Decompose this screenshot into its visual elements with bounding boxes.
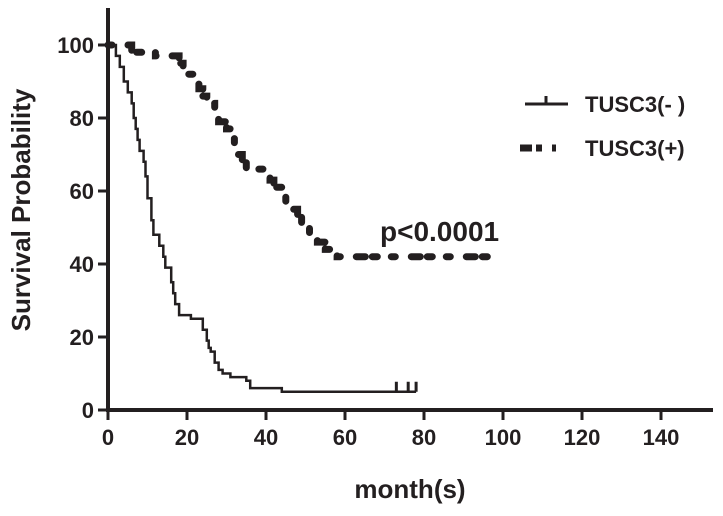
y-tick-label: 100 (57, 33, 94, 58)
y-ticks: 0 20 40 60 80 100 (57, 33, 108, 423)
x-tick-label: 60 (333, 425, 357, 450)
y-tick-label: 40 (70, 252, 94, 277)
legend-item-tusc3-negative: TUSC3(- ) (525, 92, 685, 117)
x-axis-label: month(s) (354, 474, 465, 504)
legend: TUSC3(- ) TUSC3(+) (520, 92, 685, 161)
series-line-tusc3-positive (104, 41, 495, 261)
x-tick-label: 120 (564, 425, 601, 450)
x-tick-label: 140 (643, 425, 680, 450)
x-tick-label: 100 (485, 425, 522, 450)
y-tick-label: 80 (70, 106, 94, 131)
axes: 0 20 40 60 80 100 120 140 0 20 40 60 80 100 (57, 8, 713, 450)
y-tick-label: 0 (82, 398, 94, 423)
x-tick-label: 40 (254, 425, 278, 450)
y-tick-label: 60 (70, 179, 94, 204)
x-tick-label: 20 (175, 425, 199, 450)
x-tick-label: 0 (102, 425, 114, 450)
x-ticks: 0 20 40 60 80 100 120 140 (102, 410, 679, 450)
x-tick-label: 80 (412, 425, 436, 450)
legend-label-tusc3-negative: TUSC3(- ) (585, 92, 685, 117)
legend-item-tusc3-positive: TUSC3(+) (520, 136, 685, 161)
y-axis-label: Survival Probability (6, 88, 36, 331)
legend-label-tusc3-positive: TUSC3(+) (585, 136, 685, 161)
series-layer (104, 41, 495, 394)
y-tick-label: 20 (70, 325, 94, 350)
series-line-tusc3-negative (108, 43, 417, 394)
p-value-annotation: p<0.0001 (380, 216, 499, 247)
